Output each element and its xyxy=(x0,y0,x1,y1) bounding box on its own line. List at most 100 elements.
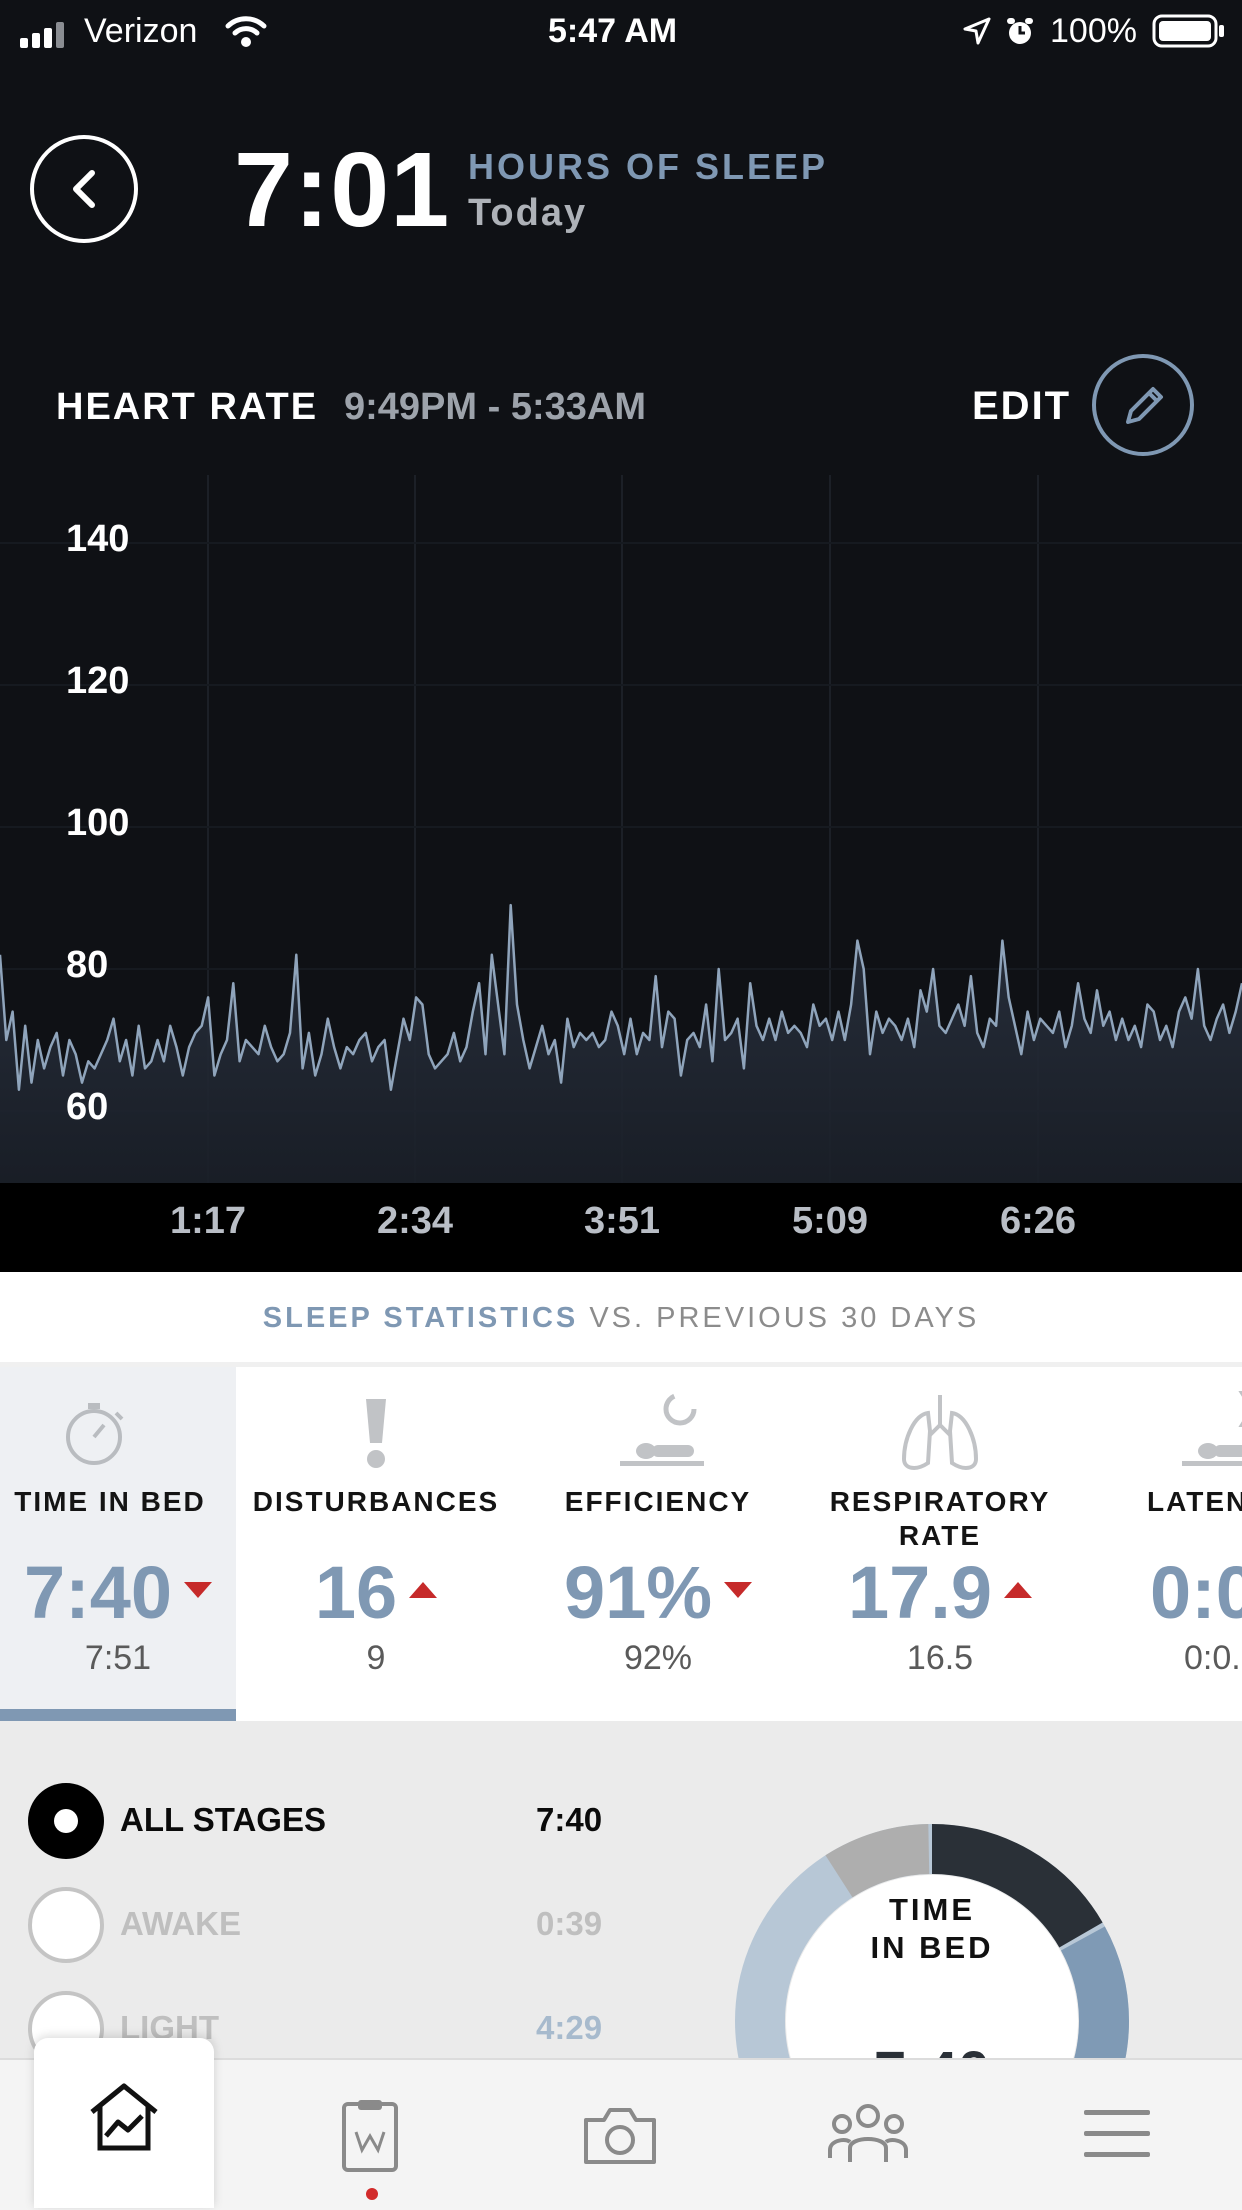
wifi-icon xyxy=(224,14,268,53)
alarm-icon xyxy=(1004,15,1036,52)
radio-unselected[interactable] xyxy=(28,1887,104,1963)
trend-up-icon xyxy=(409,1582,438,1599)
selected-indicator xyxy=(0,1709,236,1721)
stage-row-all[interactable]: ALL STAGES 7:40 xyxy=(28,1783,628,1863)
status-bar: Verizon 5:47 AM 100% xyxy=(0,0,1242,62)
x-tick-label: 1:17 xyxy=(169,1200,247,1242)
tab-community[interactable] xyxy=(744,2060,992,2208)
signal-icon xyxy=(20,22,90,48)
heart-rate-line xyxy=(0,903,1242,1091)
stat-previous: 92% xyxy=(623,1639,693,1677)
stage-value: 4:29 xyxy=(536,2009,603,2046)
donut-center-value: 7:40 xyxy=(782,2039,1082,2060)
stat-latency[interactable]: LATEN 0:0 0:0. xyxy=(1080,1367,1242,1721)
y-tick-label: 120 xyxy=(66,660,130,702)
stat-value-text: 91% xyxy=(563,1551,713,1634)
stat-label-line: RESPIRATORY xyxy=(829,1486,1051,1517)
stat-label: TIME IN BED xyxy=(14,1486,206,1517)
stat-respiratory-rate[interactable]: RESPIRATORY RATE 17.9 16.5 xyxy=(800,1367,1080,1721)
page-subtitle: Today xyxy=(468,192,588,234)
stage-label: AWAKE xyxy=(120,1905,242,1942)
pencil-icon xyxy=(1118,380,1170,437)
stat-value: 7:40 xyxy=(0,1550,236,1635)
battery-icon xyxy=(1152,14,1226,53)
stat-label-line: RATE xyxy=(898,1520,982,1551)
x-tick-label: 5:09 xyxy=(791,1200,869,1242)
notification-dot xyxy=(366,2188,378,2200)
carrier-name: Verizon xyxy=(84,12,198,50)
stat-value: 91% xyxy=(516,1550,800,1635)
stage-row-awake[interactable]: AWAKE 0:39 xyxy=(28,1887,628,1967)
trend-down-icon xyxy=(184,1582,213,1599)
clock-time: 5:47 AM xyxy=(548,12,678,50)
stat-previous: 16.5 xyxy=(906,1639,974,1677)
x-tick-label: 2:34 xyxy=(376,1200,454,1242)
battery-percent: 100% xyxy=(1050,12,1137,50)
edit-label[interactable]: EDIT xyxy=(972,384,1072,428)
tab-journal[interactable] xyxy=(248,2060,496,2208)
stat-value: 17.9 xyxy=(800,1550,1080,1635)
donut-center-label: TIME IN BED xyxy=(782,1891,1082,1967)
heart-rate-chart xyxy=(0,475,1242,1183)
sleeper-hourglass-icon xyxy=(1178,1389,1242,1478)
sleep-statistics-heading: SLEEP STATISTICS VS. PREVIOUS 30 DAYS xyxy=(0,1302,1242,1335)
camera-icon xyxy=(582,2104,658,2171)
sleeper-gauge-icon xyxy=(616,1389,708,1478)
stat-disturbances[interactable]: DISTURBANCES 16 9 xyxy=(236,1367,516,1721)
stat-previous: 7:51 xyxy=(84,1639,152,1677)
radio-selected[interactable] xyxy=(28,1783,104,1859)
stats-heading-title: SLEEP STATISTICS xyxy=(262,1302,579,1334)
stages-panel: ALL STAGES 7:40 AWAKE 0:39 LIGHT 4:29 TI… xyxy=(0,1721,1242,2060)
donut-label-line: TIME xyxy=(888,1892,976,1927)
stage-value: 7:40 xyxy=(536,1801,603,1838)
heart-rate-time-range: 9:49PM - 5:33AM xyxy=(344,386,646,428)
time-in-bed-donut xyxy=(735,1824,1129,2060)
y-tick-label: 140 xyxy=(66,518,130,560)
trend-up-icon xyxy=(1004,1582,1033,1599)
x-tick-label: 6:26 xyxy=(999,1200,1077,1242)
donut-label-line: IN BED xyxy=(870,1930,994,1965)
back-button[interactable] xyxy=(30,135,138,243)
heart-rate-label: HEART RATE xyxy=(56,386,319,428)
stat-label: LATEN xyxy=(1147,1486,1242,1517)
stat-value: 16 xyxy=(236,1550,516,1635)
y-tick-label: 80 xyxy=(66,944,109,986)
x-tick-label: 3:51 xyxy=(583,1200,661,1242)
community-icon xyxy=(826,2102,910,2171)
stat-label: RESPIRATORY RATE xyxy=(800,1485,1080,1553)
stat-time-in-bed[interactable]: TIME IN BED 7:40 7:51 xyxy=(0,1367,236,1721)
stat-efficiency[interactable]: EFFICIENCY 91% 92% xyxy=(516,1367,800,1721)
sleep-hours-value: 7:01 xyxy=(234,131,451,249)
edit-button[interactable] xyxy=(1092,354,1194,456)
stat-value-text: 16 xyxy=(314,1551,398,1634)
stat-previous: 9 xyxy=(366,1639,386,1677)
page-title: HOURS OF SLEEP xyxy=(468,146,829,187)
location-icon xyxy=(962,16,992,51)
stat-label: DISTURBANCES xyxy=(252,1486,500,1517)
stats-divider xyxy=(0,1362,1242,1367)
trend-down-icon xyxy=(724,1582,753,1599)
lungs-icon xyxy=(898,1391,982,1480)
y-tick-label: 60 xyxy=(66,1086,109,1128)
chevron-left-icon xyxy=(58,161,114,222)
x-axis-strip xyxy=(0,1183,1242,1272)
tab-active-card xyxy=(34,2038,214,2208)
y-tick-label: 100 xyxy=(66,802,130,844)
trend-home-icon xyxy=(86,2082,162,2157)
tab-camera[interactable] xyxy=(496,2060,744,2208)
exclamation-icon xyxy=(354,1395,398,1476)
stat-value-text: 7:40 xyxy=(23,1551,173,1634)
radio-dot xyxy=(54,1809,78,1833)
tab-home[interactable] xyxy=(0,2060,248,2208)
menu-icon xyxy=(1084,2108,1150,2165)
stat-value-text: 17.9 xyxy=(847,1551,993,1634)
stat-previous: 0:0. xyxy=(1184,1639,1241,1677)
tab-menu[interactable] xyxy=(992,2060,1240,2208)
stage-label: ALL STAGES xyxy=(120,1801,326,1838)
stat-label: EFFICIENCY xyxy=(564,1486,752,1517)
stopwatch-icon xyxy=(58,1397,130,1474)
stat-value: 0:0 xyxy=(1150,1551,1242,1634)
stage-value: 0:39 xyxy=(536,1905,603,1942)
stats-heading-suffix: VS. PREVIOUS 30 DAYS xyxy=(589,1302,980,1334)
clipboard-icon xyxy=(340,2098,400,2179)
